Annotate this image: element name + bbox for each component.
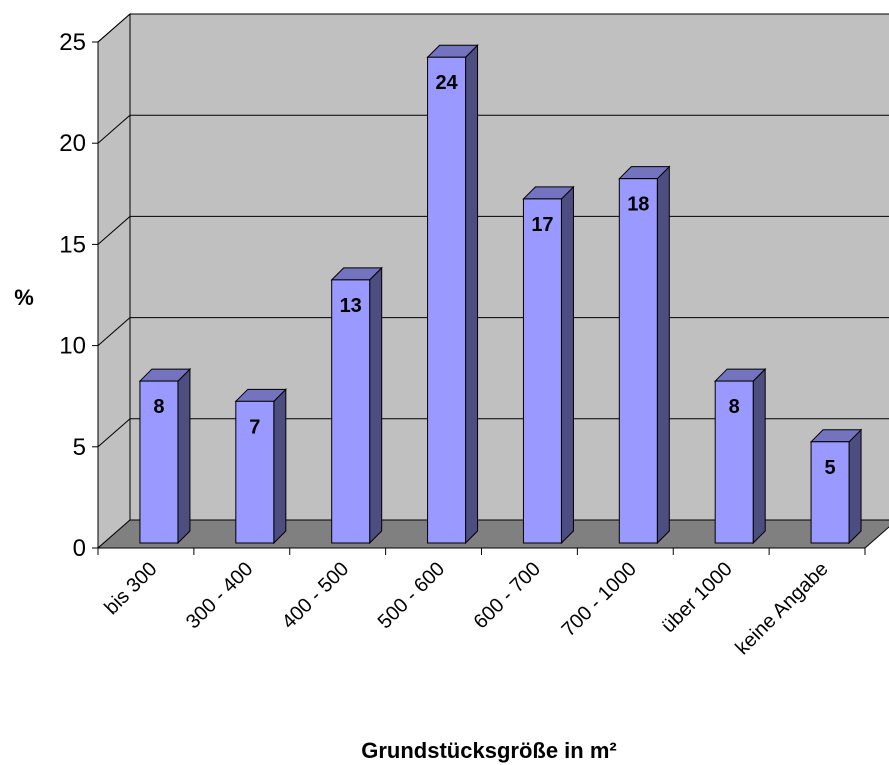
bar xyxy=(522,198,562,544)
y-tick-label: 0 xyxy=(73,535,86,562)
x-tick-label: 500 - 600 xyxy=(374,558,449,633)
gridline-side xyxy=(97,13,131,43)
axes xyxy=(92,41,866,555)
x-tick-label: 300 - 400 xyxy=(182,558,257,633)
bar-side xyxy=(465,44,479,545)
side-wall xyxy=(97,12,131,550)
bar-side xyxy=(656,165,670,545)
bars xyxy=(138,44,863,545)
y-tick-label: 15 xyxy=(59,231,86,258)
bar xyxy=(331,279,371,544)
data-label: 5 xyxy=(825,457,836,479)
bar-side xyxy=(560,185,574,545)
gridline-side xyxy=(97,216,131,245)
gridline-side xyxy=(97,317,131,346)
bar xyxy=(618,178,658,544)
bar xyxy=(139,380,179,544)
data-label: 7 xyxy=(249,416,260,438)
data-label: 24 xyxy=(435,72,458,94)
gridlines xyxy=(97,13,889,448)
x-tick-label: bis 300 xyxy=(100,558,161,619)
x-axis-title: Grundstücksgröße in m² xyxy=(361,738,616,763)
y-tick-label: 10 xyxy=(59,333,86,360)
chart-walls xyxy=(96,12,889,550)
x-tick-label: 400 - 500 xyxy=(278,558,353,633)
y-tick-label: 5 xyxy=(73,434,86,461)
bar-side xyxy=(273,388,287,545)
data-label: 8 xyxy=(153,396,164,418)
x-tick-label: 600 - 700 xyxy=(470,558,545,633)
bar-side xyxy=(369,266,383,545)
gridline-side xyxy=(97,114,131,144)
bar xyxy=(235,400,275,544)
data-label: 8 xyxy=(729,396,740,418)
floor xyxy=(96,519,889,549)
y-tick-label: 20 xyxy=(59,130,86,157)
y-tick-label: 25 xyxy=(59,29,86,56)
x-tick-label: keine Angabe xyxy=(731,558,832,659)
data-label: 13 xyxy=(340,295,362,317)
bar-side xyxy=(752,367,766,545)
data-label: 17 xyxy=(531,214,553,236)
bar xyxy=(810,441,850,544)
bar xyxy=(714,380,754,544)
y-axis-title: % xyxy=(14,285,34,310)
x-tick-label: über 1000 xyxy=(657,558,736,637)
x-tick-label: 700 - 1000 xyxy=(558,558,641,641)
bar-side xyxy=(848,428,862,545)
gridline-side xyxy=(97,418,131,448)
bar xyxy=(427,56,467,544)
bar-side xyxy=(177,367,191,545)
data-label: 18 xyxy=(627,194,649,216)
